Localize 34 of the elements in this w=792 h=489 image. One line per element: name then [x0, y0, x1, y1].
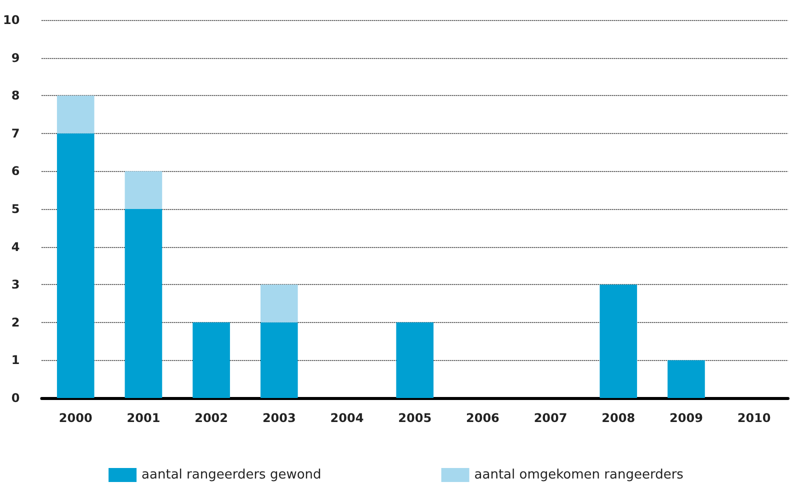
- y-tick-label: 4: [11, 240, 20, 254]
- bar: [600, 284, 638, 398]
- x-tick-label: 2006: [466, 411, 500, 425]
- y-tick-label: 2: [11, 315, 20, 330]
- y-tick-label: 10: [2, 13, 20, 27]
- bar: [668, 360, 705, 398]
- x-tick-label: 2000: [58, 411, 92, 425]
- y-tick-label: 8: [11, 88, 20, 103]
- bar: [192, 322, 230, 398]
- x-tick-label: 2005: [398, 411, 432, 425]
- x-tick-label: 2001: [126, 411, 160, 425]
- bar: [56, 96, 94, 134]
- x-tick-label: 2002: [194, 411, 228, 425]
- x-tick-label: 2008: [602, 411, 636, 425]
- bar: [124, 209, 162, 398]
- legend-label: aantal rangeerders gewond: [142, 468, 322, 482]
- x-tick-label: 2004: [330, 411, 364, 425]
- x-tick-label: 2009: [670, 411, 703, 425]
- y-tick-label: 7: [11, 126, 20, 140]
- bar: [124, 171, 162, 209]
- y-tick-label: 5: [11, 202, 20, 216]
- bar: [56, 133, 94, 398]
- bar: [260, 284, 298, 322]
- bar: [260, 322, 298, 398]
- y-tick-label: 6: [11, 164, 20, 178]
- y-tick-label: 3: [11, 278, 20, 292]
- y-tick-label: 0: [11, 391, 20, 405]
- y-tick-label: 1: [11, 353, 20, 368]
- x-tick-label: 2007: [534, 411, 568, 425]
- legend-label: aantal omgekomen rangeerders: [474, 468, 684, 482]
- x-tick-label: 2003: [262, 411, 296, 425]
- y-tick-label: 9: [11, 50, 20, 65]
- bar: [396, 322, 434, 398]
- x-tick-label: 2010: [737, 411, 771, 425]
